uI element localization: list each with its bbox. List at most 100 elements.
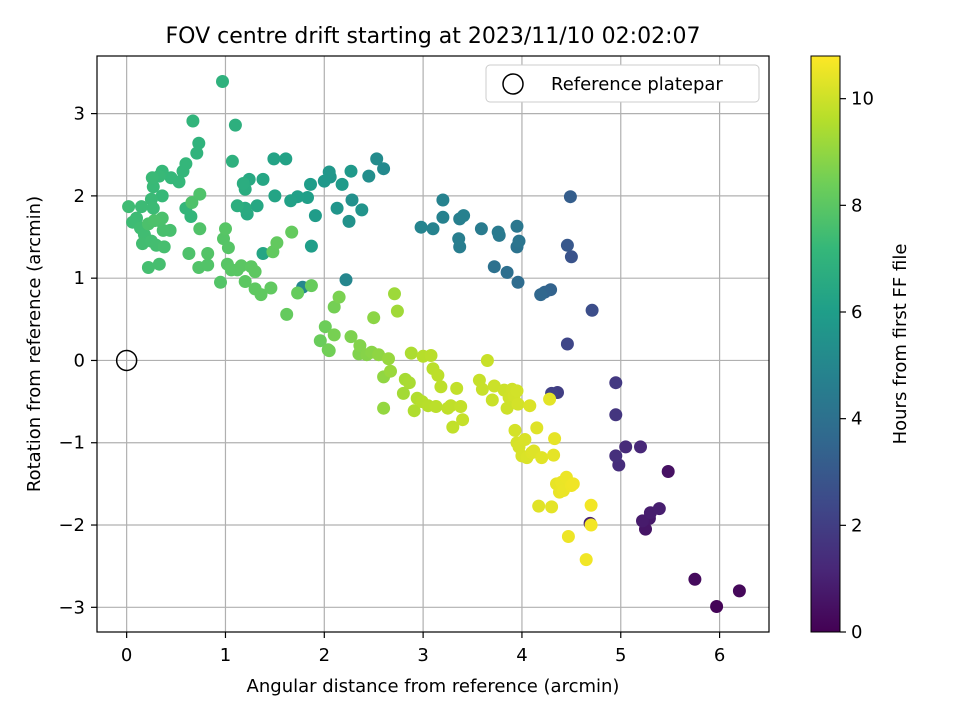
data-point	[192, 136, 206, 150]
data-point	[560, 337, 574, 351]
data-point	[561, 530, 575, 543]
data-point	[304, 239, 318, 253]
data-point	[548, 432, 562, 446]
data-point	[280, 307, 294, 321]
reference-platepar-marker	[115, 349, 138, 372]
data-point	[585, 303, 599, 317]
data-points	[122, 75, 746, 613]
data-point	[487, 379, 501, 393]
data-point	[147, 214, 161, 228]
legend-label-reference: Reference platepar	[551, 74, 723, 95]
x-axis-label: Angular distance from reference (arcmin)	[247, 676, 620, 697]
data-point	[491, 225, 505, 239]
colorbar-tick-label: 10	[851, 89, 874, 110]
data-point	[201, 247, 215, 260]
data-point	[436, 193, 450, 207]
gridlines	[97, 56, 769, 632]
data-point	[225, 154, 239, 168]
y-tick-label: 0	[74, 350, 85, 371]
data-point	[560, 238, 574, 252]
data-point	[456, 413, 470, 427]
data-point	[344, 330, 358, 344]
colorbar-gradient	[810, 55, 841, 633]
data-point	[190, 146, 204, 160]
data-point	[547, 448, 561, 462]
legend-box	[485, 64, 760, 103]
data-point	[652, 502, 666, 516]
data-point	[362, 169, 376, 183]
data-point	[186, 114, 200, 128]
x-tick-label: 4	[516, 645, 527, 666]
colorbar: 0 2 4 6 8 10 Hours from first FF file	[810, 55, 911, 643]
data-point	[532, 499, 546, 513]
data-point	[219, 222, 232, 236]
data-point	[609, 449, 623, 463]
colorbar-tick-label: 2	[851, 515, 862, 536]
x-tick-label: 5	[615, 645, 626, 666]
data-point	[475, 382, 489, 396]
y-tick-label: 2	[74, 186, 85, 207]
chart-title: FOV centre drift starting at 2023/11/10 …	[166, 24, 701, 49]
data-point	[135, 200, 148, 214]
data-point	[584, 498, 598, 512]
data-point	[228, 118, 242, 132]
data-point	[710, 600, 724, 613]
data-point	[431, 368, 445, 382]
y-tick-label: 1	[74, 268, 85, 289]
data-point	[264, 281, 278, 295]
data-point	[322, 344, 336, 358]
data-point	[145, 171, 159, 185]
data-point	[508, 423, 522, 437]
data-point	[426, 222, 440, 236]
data-point	[313, 334, 327, 348]
x-axis-ticks: 0 1 2 3 4 5 6	[121, 632, 725, 666]
data-point	[248, 265, 262, 279]
data-point	[404, 346, 418, 360]
data-point	[402, 376, 416, 390]
data-point	[384, 364, 397, 378]
data-point	[193, 187, 207, 201]
data-point	[152, 257, 166, 271]
data-point	[176, 164, 190, 178]
data-point	[339, 273, 353, 287]
data-point	[487, 260, 501, 274]
data-point	[474, 222, 488, 236]
y-tick-label: −3	[58, 597, 85, 618]
reference-layer	[115, 349, 138, 372]
data-point	[146, 201, 160, 215]
data-point	[390, 304, 404, 318]
data-point	[304, 177, 317, 191]
data-point	[382, 352, 395, 366]
data-point	[636, 514, 649, 528]
data-point	[214, 275, 227, 289]
data-point	[545, 500, 559, 514]
data-point	[254, 288, 268, 302]
plot-area-frame	[96, 55, 770, 633]
data-point	[256, 247, 270, 260]
data-point	[434, 380, 448, 394]
data-point	[510, 219, 524, 233]
data-point	[185, 196, 199, 209]
data-point	[285, 225, 299, 239]
data-point	[238, 275, 252, 288]
data-point	[234, 259, 248, 273]
data-point	[327, 328, 341, 342]
colorbar-tick-label: 6	[851, 302, 862, 323]
data-point	[407, 404, 421, 418]
x-tick-label: 6	[714, 645, 725, 666]
data-point	[256, 172, 270, 186]
data-point	[518, 433, 532, 446]
data-point	[424, 349, 438, 362]
data-point	[450, 381, 464, 395]
x-tick-label: 3	[417, 645, 428, 666]
data-point	[530, 421, 544, 435]
colorbar-tick-label: 4	[851, 409, 862, 430]
data-point	[609, 408, 623, 422]
data-point	[201, 258, 215, 272]
legend-marker-reference	[502, 73, 524, 95]
data-point	[480, 354, 494, 367]
x-tick-label: 0	[121, 645, 132, 666]
data-point	[511, 397, 525, 411]
data-point	[563, 190, 577, 204]
data-point	[584, 518, 598, 532]
